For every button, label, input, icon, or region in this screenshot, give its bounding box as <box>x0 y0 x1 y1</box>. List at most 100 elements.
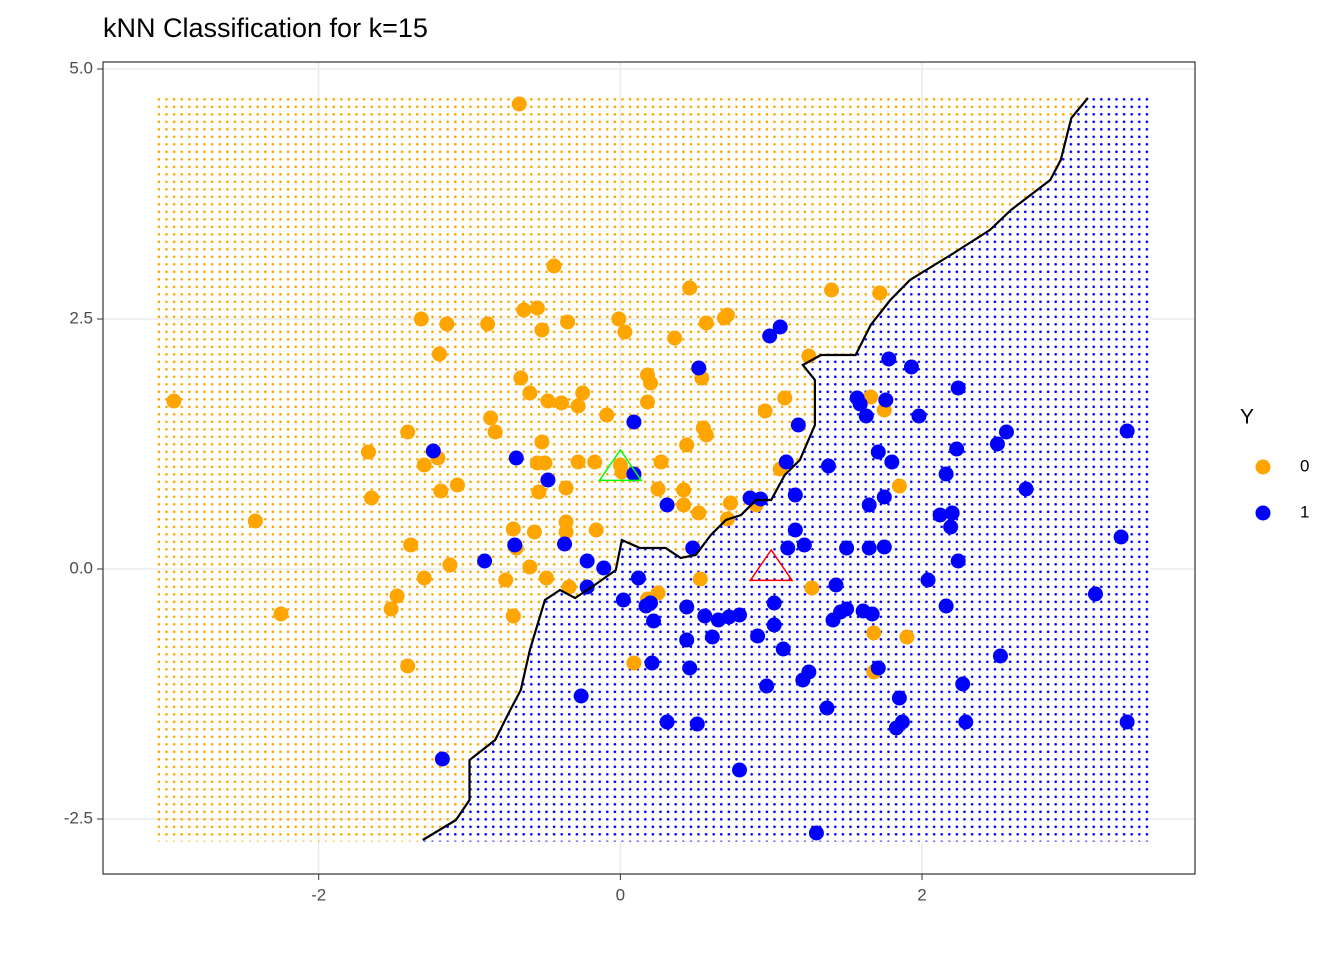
panel-border <box>102 61 1196 875</box>
chart-title: kNN Classification for k=15 <box>103 13 428 43</box>
point <box>787 487 803 503</box>
point <box>1087 586 1103 602</box>
point <box>498 572 514 588</box>
point <box>938 598 954 614</box>
y-tick-label: 2.5 <box>69 308 93 327</box>
point <box>766 595 782 611</box>
point <box>434 751 450 767</box>
point <box>1113 529 1129 545</box>
point <box>483 410 499 426</box>
point <box>958 714 974 730</box>
point <box>611 311 627 327</box>
point <box>881 351 897 367</box>
point <box>522 559 538 575</box>
point <box>534 434 550 450</box>
point <box>870 660 886 676</box>
point <box>891 690 907 706</box>
point <box>531 484 547 500</box>
point <box>534 322 550 338</box>
point <box>899 629 915 645</box>
point <box>546 258 562 274</box>
point <box>614 464 630 480</box>
point <box>653 454 669 470</box>
point <box>505 521 521 537</box>
point <box>617 324 633 340</box>
point <box>416 457 432 473</box>
point <box>722 495 738 511</box>
point <box>360 444 376 460</box>
point <box>685 540 701 556</box>
point <box>731 607 747 623</box>
point <box>762 328 778 344</box>
point <box>679 437 695 453</box>
point <box>639 394 655 410</box>
point <box>920 572 936 588</box>
point <box>888 720 904 736</box>
point <box>943 519 959 535</box>
point <box>766 617 782 633</box>
point <box>522 385 538 401</box>
point <box>689 716 705 732</box>
point <box>790 417 806 433</box>
point <box>719 307 735 323</box>
point <box>442 557 458 573</box>
point <box>750 628 766 644</box>
point <box>507 537 523 553</box>
point <box>439 316 455 332</box>
point <box>778 454 794 470</box>
point <box>166 393 182 409</box>
point <box>698 315 714 331</box>
point <box>659 714 675 730</box>
point <box>626 655 642 671</box>
point <box>787 522 803 538</box>
point <box>487 424 503 440</box>
point <box>540 472 556 488</box>
point <box>870 444 886 460</box>
point <box>808 825 824 841</box>
point <box>538 570 554 586</box>
point <box>820 458 836 474</box>
point <box>587 454 603 470</box>
point <box>513 370 529 386</box>
point <box>558 480 574 496</box>
point <box>819 700 835 716</box>
point <box>560 314 576 330</box>
point <box>526 524 542 540</box>
point <box>573 688 589 704</box>
point <box>511 96 527 112</box>
point <box>615 592 631 608</box>
point <box>644 655 660 671</box>
point <box>273 606 289 622</box>
point <box>1018 481 1034 497</box>
point <box>777 390 793 406</box>
point <box>389 588 405 604</box>
point <box>516 302 532 318</box>
point <box>872 285 888 301</box>
point <box>682 660 698 676</box>
point <box>692 571 708 587</box>
point <box>876 539 892 555</box>
point <box>950 380 966 396</box>
point <box>858 408 874 424</box>
point <box>558 514 574 530</box>
point <box>643 375 659 391</box>
point <box>691 505 707 521</box>
point <box>626 466 642 482</box>
point <box>540 393 556 409</box>
point <box>780 540 796 556</box>
point <box>891 478 907 494</box>
point <box>431 346 447 362</box>
point <box>449 477 465 493</box>
point <box>704 629 720 645</box>
point <box>679 599 695 615</box>
legend-label: 0 <box>1300 456 1309 475</box>
point <box>804 580 820 596</box>
point <box>561 579 577 595</box>
point <box>400 424 416 440</box>
point <box>676 497 692 513</box>
point <box>425 443 441 459</box>
point <box>998 424 1014 440</box>
point <box>772 319 788 335</box>
point <box>839 601 855 617</box>
point <box>698 427 714 443</box>
